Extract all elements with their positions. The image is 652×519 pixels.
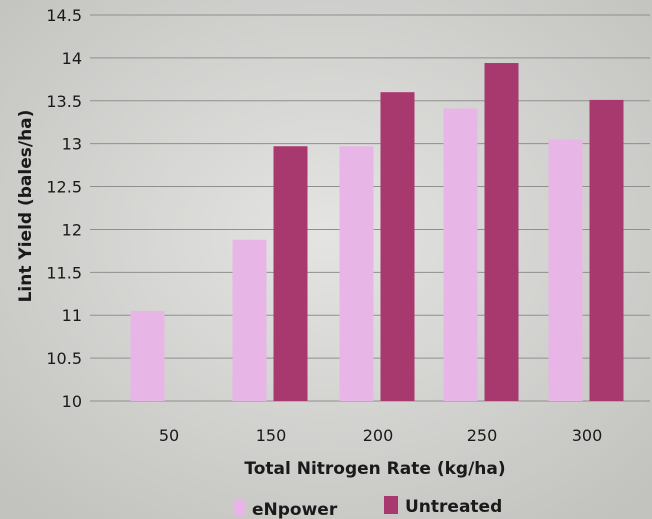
x-tick-label: 50 — [159, 426, 179, 445]
y-tick-label: 10.5 — [46, 349, 82, 368]
y-axis-title: Lint Yield (bales/ha) — [16, 110, 36, 303]
y-tick-label: 11 — [62, 306, 82, 325]
y-axis-ticks: 10 10.5 11 11.5 12 12.5 13 13.5 14 14.5 — [46, 6, 82, 411]
y-tick-label: 12 — [62, 220, 82, 239]
y-tick-label: 14 — [62, 49, 82, 68]
y-tick-label: 11.5 — [46, 263, 82, 282]
x-tick-label: 200 — [363, 426, 394, 445]
x-axis-title: Total Nitrogen Rate (kg/ha) — [244, 459, 505, 479]
y-tick-label: 13.5 — [46, 92, 82, 111]
bar-enpower-150 — [232, 239, 267, 401]
x-axis-ticks: 50 150 200 250 300 — [159, 426, 602, 445]
bar-enpower-250 — [443, 108, 478, 402]
legend: eNpower Untreated — [233, 496, 502, 519]
bar-enpower-50 — [130, 310, 165, 401]
legend-swatch-untreated — [384, 496, 398, 514]
bar-untreated-300 — [589, 99, 624, 402]
x-tick-label: 150 — [256, 426, 287, 445]
bar-untreated-200 — [380, 92, 415, 401]
bars — [130, 63, 624, 402]
x-tick-label: 300 — [572, 426, 603, 445]
y-tick-label: 14.5 — [46, 6, 82, 25]
legend-label-untreated: Untreated — [405, 497, 502, 517]
bar-untreated-150 — [273, 146, 308, 401]
legend-swatch-enpower — [233, 499, 246, 516]
bar-enpower-300 — [548, 139, 583, 401]
bar-untreated-250 — [484, 63, 519, 402]
y-tick-label: 12.5 — [46, 178, 82, 197]
x-tick-label: 250 — [467, 426, 498, 445]
bar-enpower-200 — [339, 146, 374, 401]
legend-label-enpower: eNpower — [252, 500, 338, 519]
y-tick-label: 10 — [62, 392, 82, 411]
y-tick-label: 13 — [62, 135, 82, 154]
